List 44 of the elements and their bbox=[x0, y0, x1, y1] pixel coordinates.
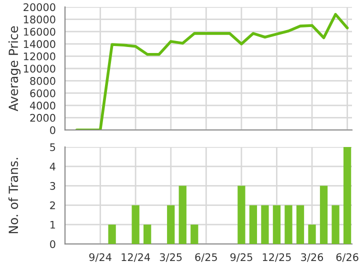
y-tick-label: 12000 bbox=[24, 52, 56, 60]
y-tick-label: 4000 bbox=[30, 102, 56, 110]
y-tick-label: 14000 bbox=[24, 40, 56, 48]
y-tick-label: 16000 bbox=[24, 28, 56, 36]
bar bbox=[190, 224, 198, 244]
y-tick-label: 3 bbox=[50, 182, 56, 190]
y-tick-label: 18000 bbox=[24, 16, 56, 24]
bar bbox=[238, 186, 246, 244]
y-tick-label: 20000 bbox=[24, 3, 56, 12]
x-tick-label: 9/24 bbox=[89, 253, 112, 262]
bar bbox=[320, 186, 328, 244]
y-tick-label: 2000 bbox=[30, 114, 56, 122]
bar bbox=[343, 147, 352, 244]
bar bbox=[296, 205, 304, 244]
bar bbox=[272, 205, 281, 244]
bar bbox=[108, 224, 116, 244]
y-tick-label: 1 bbox=[50, 220, 56, 229]
x-tick-label: 3/25 bbox=[160, 253, 182, 262]
x-tick-label: 3/26 bbox=[301, 253, 324, 262]
y-tick-label: 8000 bbox=[30, 77, 56, 85]
y-tick-label: 0 bbox=[50, 126, 56, 134]
bar bbox=[284, 205, 292, 244]
x-tick-label: 9/25 bbox=[230, 253, 252, 262]
y-tick-label: 5 bbox=[50, 143, 56, 152]
y-axis-title: No. of Trans. bbox=[8, 158, 18, 234]
bar bbox=[261, 205, 269, 244]
y-tick-label: 4 bbox=[50, 162, 56, 170]
y-tick-label: 0 bbox=[50, 240, 56, 248]
bar bbox=[178, 186, 186, 244]
x-tick-label: 12/24 bbox=[122, 253, 150, 262]
bar bbox=[332, 205, 340, 244]
bar bbox=[144, 224, 152, 244]
x-tick-label: 6/26 bbox=[336, 253, 358, 262]
y-tick-label: 6000 bbox=[30, 89, 56, 98]
y-tick-label: 2 bbox=[50, 201, 55, 210]
bar bbox=[132, 205, 140, 244]
bar bbox=[249, 205, 258, 244]
x-tick-label: 12/25 bbox=[262, 253, 291, 262]
line-series bbox=[75, 12, 349, 130]
y-axis-title: Average Price bbox=[8, 26, 21, 112]
x-tick-label: 6/25 bbox=[195, 253, 217, 262]
bar bbox=[308, 224, 316, 244]
y-tick-label: 10000 bbox=[24, 64, 56, 73]
bar bbox=[167, 205, 175, 244]
